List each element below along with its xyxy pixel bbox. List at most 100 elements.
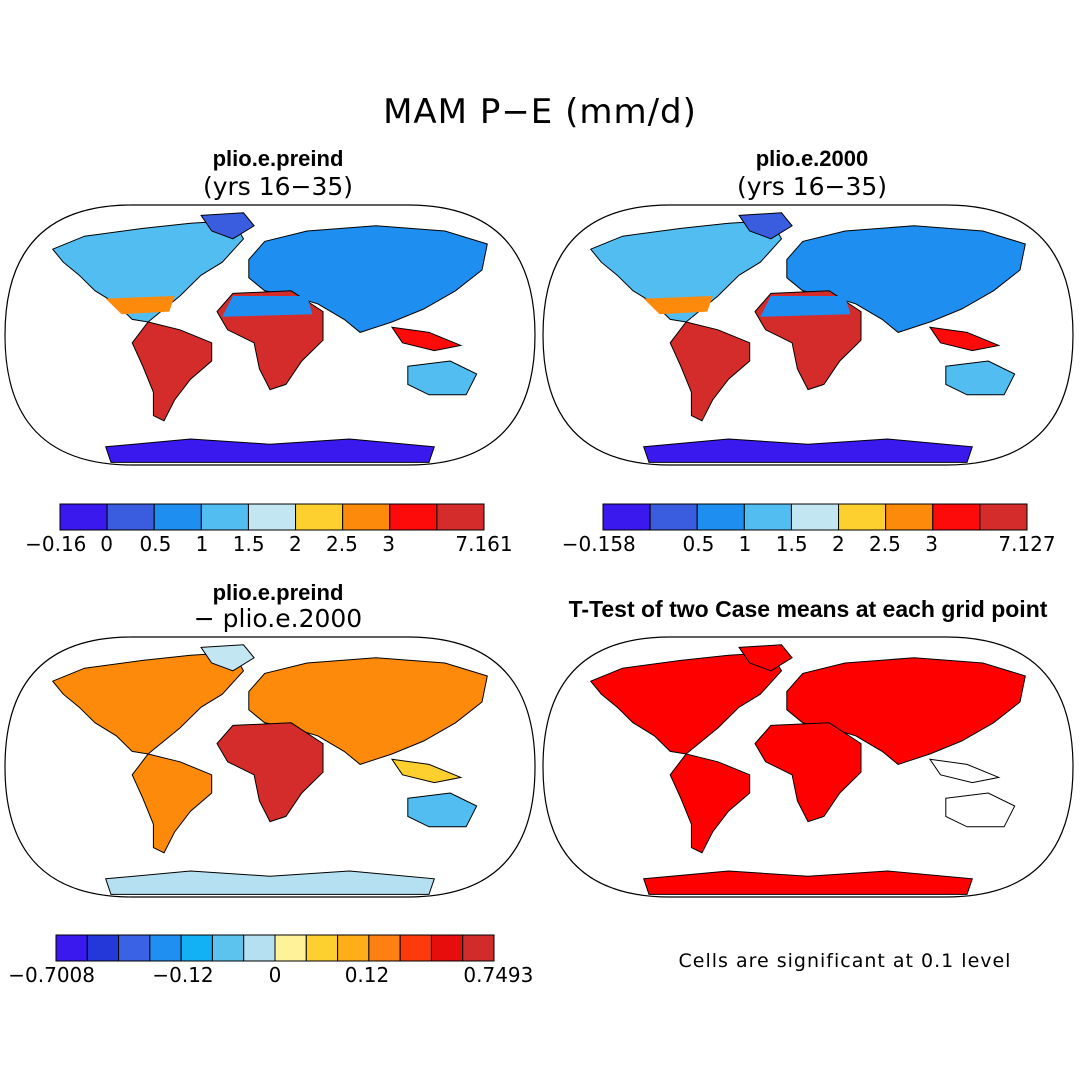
panel-1-subtitle: (yrs 16−35) [202,172,354,201]
continent-greenland [738,212,793,240]
colorbar-2-swatch [885,503,934,531]
continent-africa [216,722,324,823]
colorbar-1-swatch [389,503,438,531]
colorbar-3-swatch [149,934,182,962]
colorbar-2-swatch [696,503,745,531]
colorbar-2-tick-label: 2 [831,532,845,556]
panel-3-subtitle: − plio.e.2000 [193,604,363,633]
colorbar-2-swatch [790,503,840,531]
significance-note: Cells are significant at 0.1 level [678,950,1012,972]
colorbar-1-swatch [295,503,344,531]
map-panel-2-land [589,212,1026,463]
colorbar-2-tick-label: 7.127 [998,532,1056,556]
colorbar-1-swatch [436,503,485,531]
colorbar-1-tick-label: −0.16 [25,532,87,556]
colorbar-1-tick-label: 1.5 [232,532,265,556]
continent-namerica [51,220,245,323]
continent-greenland [200,212,255,240]
colorbar-1-tick-label: 7.161 [455,532,513,556]
map-panel-3-land [51,644,488,895]
continent-samerica [669,321,751,422]
colorbar-3-tick-label: 0.7493 [463,963,534,987]
continent-australia [945,360,1016,396]
colorbar-2-tick-label: 3 [925,532,938,556]
colorbar-3-swatch [86,934,120,962]
colorbar-1-swatch [247,503,297,531]
colorbar-3-swatch [399,934,432,962]
continent-namerica [589,652,783,755]
colorbar-3-swatch [368,934,401,962]
continent-antarctica [105,870,435,895]
continent-seasia [390,758,463,784]
colorbar-3-tick-label: 0.12 [344,963,390,987]
colorbar-3-tick-label: −0.12 [152,963,214,987]
colorbar-1-tick-label: 2.5 [326,532,358,556]
continent-antarctica [643,870,973,895]
panel-3-title: plio.e.preind [212,580,344,605]
sahara-region [222,296,313,317]
colorbar-3-swatch [337,934,370,962]
continent-samerica [669,753,751,854]
colorbar-2-swatch [602,503,651,531]
continent-seasia [390,326,463,352]
continent-samerica [131,321,213,422]
continent-antarctica [643,438,973,463]
colorbar-3-tick-label: −0.7008 [8,963,95,987]
colorbar-3-swatch [305,934,339,962]
colorbar-3 [55,934,495,962]
continent-australia [407,360,478,396]
continent-seasia [928,326,1001,352]
panel-1-title: plio.e.preind [212,146,344,171]
colorbar-1-tick-label: 2 [288,532,302,556]
panel-2-title: plio.e.2000 [755,146,869,171]
figure-title: MAM P−E (mm/d) [383,92,697,132]
continent-namerica [589,220,783,323]
sahara-region [760,296,851,317]
map-panel-2-frame [542,204,1074,466]
colorbar-1-labels: −0.16 0 0.5 1 1.5 2 2.5 3 7.161 [25,532,513,558]
colorbar-3-swatch [180,934,213,962]
colorbar-1-tick-label: 0.5 [139,532,172,556]
continent-africa [754,722,862,823]
continent-samerica [131,753,213,854]
colorbar-1-swatch [59,503,108,531]
continent-seasia [928,758,1001,784]
colorbar-2-swatch [649,503,698,531]
colorbar-2-swatch [838,503,887,531]
colorbar-3-swatch [462,934,495,962]
continent-namerica [51,652,245,755]
colorbar-1-swatch [342,503,391,531]
colorbar-2-tick-label: 1.5 [775,532,808,556]
panel-4-title: T-Test of two Case means at each grid po… [568,596,1048,622]
map-panel-4-frame [542,636,1074,898]
continent-greenland [200,644,255,672]
colorbar-1-swatch [153,503,202,531]
panel-2-subtitle: (yrs 16−35) [736,172,888,201]
colorbar-1-tick-label: 3 [382,532,395,556]
map-panel-1-land [51,212,488,463]
map-panel-1-frame [4,204,536,466]
colorbar-2-tick-label: 1 [738,532,752,556]
colorbar-2-swatch [979,503,1028,531]
colorbar-3-labels: −0.7008 −0.12 0 0.12 0.7493 [8,963,533,989]
colorbar-2-swatch [743,503,792,531]
colorbar-3-swatch [211,934,245,962]
map-panel-4-land [589,644,1026,895]
colorbar-3-swatch [243,934,276,962]
colorbar-1-swatch [200,503,249,531]
colorbar-2-tick-label: 0.5 [682,532,715,556]
colorbar-3-swatch [118,934,151,962]
colorbar-2-swatch [932,503,981,531]
colorbar-2-tick-label: 2.5 [869,532,901,556]
colorbar-2 [602,503,1028,531]
continent-australia [945,792,1016,828]
se-usa-region [643,296,713,315]
colorbar-1-tick-label: 1 [195,532,209,556]
map-panel-3-frame [4,636,536,898]
colorbar-2-labels: −0.158 0.5 1 1.5 2 2.5 3 7.127 [562,532,1056,558]
continent-greenland [738,644,793,672]
continent-australia [407,792,478,828]
colorbar-1-tick-label: 0 [100,532,113,556]
colorbar-3-tick-label: 0 [268,963,282,987]
